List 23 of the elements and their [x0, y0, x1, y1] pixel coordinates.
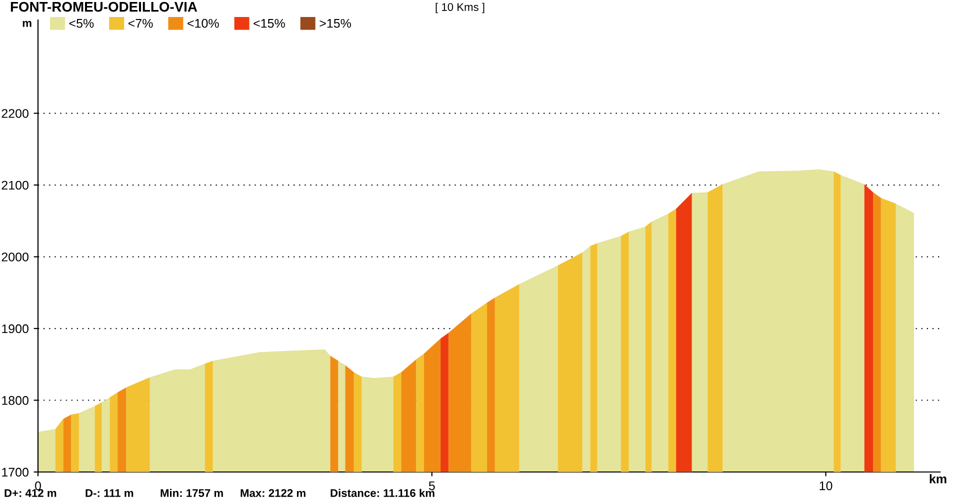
y-tick-label: 2000: [2, 252, 28, 262]
legend-label: >15%: [320, 18, 351, 28]
y-tick-label: 1900: [2, 324, 28, 334]
x-tick-label: 10: [820, 481, 832, 490]
legend-label: <5%: [69, 18, 94, 28]
text: Distance: 11.116 km: [330, 488, 434, 497]
text: Max: 2122 m: [240, 489, 306, 497]
text: D+: 412 m: [4, 489, 56, 497]
chart-title: FONT-ROMEU-ODEILLO-VIA: [10, 2, 198, 12]
y-tick-label: 1800: [2, 396, 28, 405]
legend-label: <10%: [188, 18, 219, 28]
x-tick-label: 0: [35, 481, 41, 490]
x-axis-title: km: [930, 474, 946, 484]
y-tick-label: 1700: [2, 468, 28, 477]
text: Min: 1757 m: [160, 488, 223, 497]
y-tick-label: 2100: [2, 180, 28, 190]
legend-label: <15%: [254, 18, 285, 28]
legend-label: <7%: [128, 18, 153, 28]
y-tick-label: 2200: [2, 109, 28, 118]
x-tick-label: 5: [428, 481, 435, 490]
chart-subtitle: [ 10 Kms ]: [436, 2, 484, 14]
y-axis-title: m: [22, 20, 32, 27]
text: D-: 111 m: [86, 489, 134, 497]
